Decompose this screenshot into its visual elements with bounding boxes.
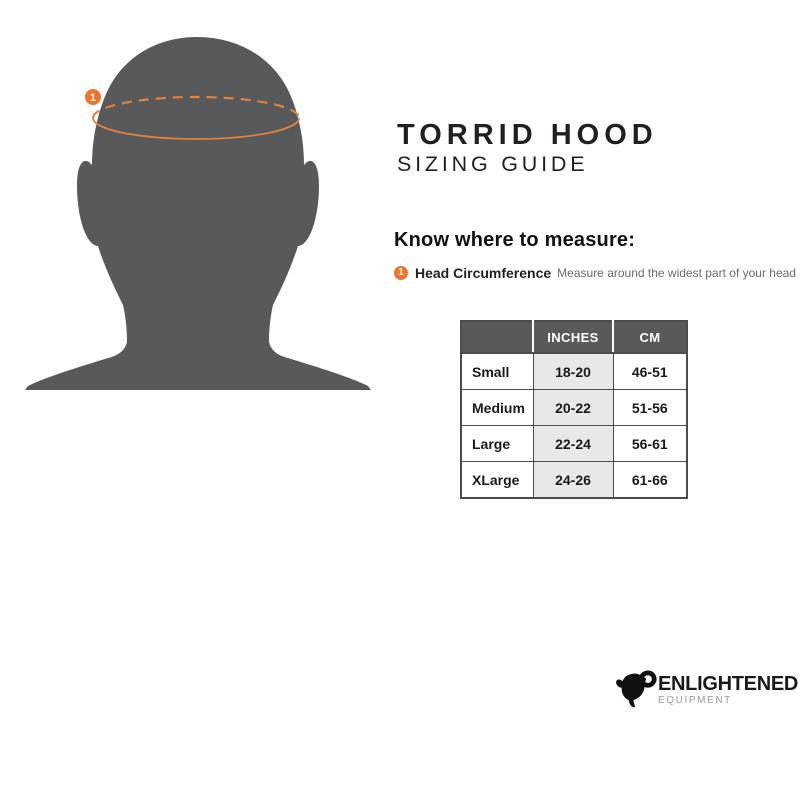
product-title: TORRID HOOD [397,119,658,151]
header-cell-inches: INCHES [532,321,613,354]
measure-heading: Know where to measure: [394,229,636,251]
ram-head-icon [616,670,657,708]
title-block: TORRID HOOD SIZING GUIDE [397,120,658,177]
size-table: INCHES CM Small 18-20 46-51 Medium 20-22… [460,320,688,499]
cm-value: 61-66 [612,461,688,499]
measure-section: Know where to measure: 1 Head Circumfere… [394,229,796,281]
table-row: Small 18-20 46-51 [460,352,688,390]
inches-value: 22-24 [532,425,614,462]
measure-point: 1 Head Circumference Measure around the … [394,265,796,281]
logo-sub-brand: EQUIPMENT [658,695,732,706]
size-table-header-row: INCHES CM [461,321,687,354]
inches-value: 24-26 [532,461,614,499]
measurement-line-solid [92,117,300,140]
measurement-line-dashed [91,95,301,119]
size-name: Small [460,352,534,390]
table-row: Large 22-24 56-61 [460,425,688,462]
size-name: Medium [460,389,534,426]
size-table-wrap: INCHES CM Small 18-20 46-51 Medium 20-22… [460,320,688,499]
header-cell-cm: CM [612,321,687,354]
header-cell-size [461,321,533,354]
cm-value: 56-61 [612,425,688,462]
measure-point-badge: 1 [394,266,408,280]
measure-point-description: Measure around the widest part of your h… [557,266,796,280]
logo-text: ENLIGHTENED EQUIPMENT [658,668,798,706]
page-subtitle: SIZING GUIDE [397,152,589,177]
table-row: Medium 20-22 51-56 [460,389,688,426]
brand-logo: ENLIGHTENED EQUIPMENT [615,668,798,710]
table-row: XLarge 24-26 61-66 [460,461,688,499]
diagram-badge-circle [85,89,101,105]
logo-brand-name: ENLIGHTENED [658,673,799,695]
inches-value: 20-22 [532,389,614,426]
diagram-badge-number: 1 [90,92,96,104]
measure-point-label: Head Circumference [415,265,552,281]
cm-value: 46-51 [612,352,688,390]
head-silhouette [25,37,371,390]
size-name: XLarge [460,461,534,499]
head-silhouette-diagram: 1 [25,37,371,390]
size-name: Large [460,425,534,462]
inches-value: 18-20 [532,352,614,390]
cm-value: 51-56 [612,389,688,426]
